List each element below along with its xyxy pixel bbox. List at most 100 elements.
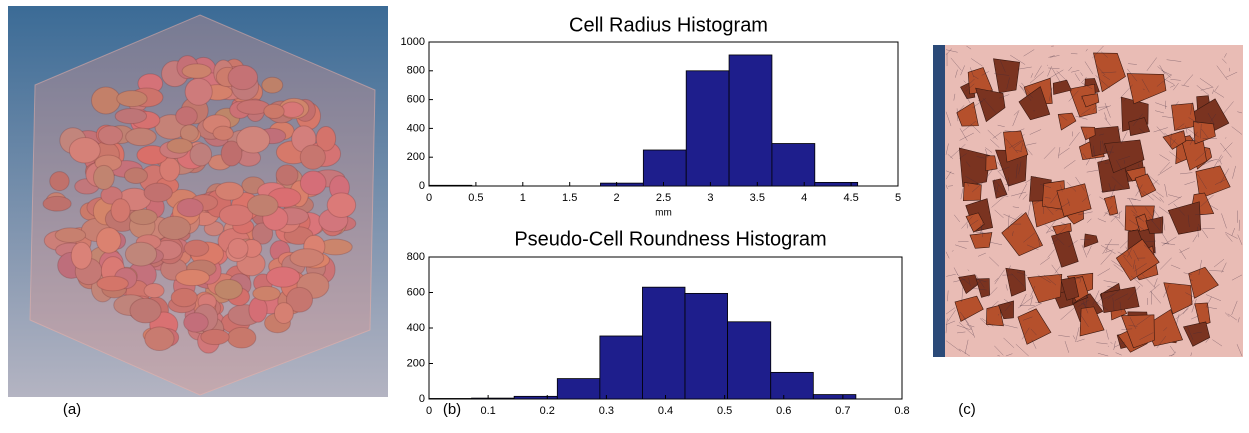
x-tick-label: 0.7 — [835, 405, 850, 417]
x-tick-label: 4 — [801, 192, 807, 204]
bar — [813, 395, 856, 399]
cell — [237, 127, 270, 154]
cell — [91, 87, 120, 114]
x-tick-label: 3.5 — [750, 192, 765, 204]
cell — [300, 145, 325, 169]
cell — [228, 65, 257, 89]
bar — [728, 322, 771, 399]
cell — [184, 240, 208, 256]
cell — [50, 172, 69, 191]
cell — [130, 209, 158, 224]
cell — [264, 104, 284, 118]
x-axis-label: mm — [655, 208, 672, 219]
x-tick-label: 1.5 — [562, 192, 577, 204]
cell — [111, 199, 130, 222]
bar — [772, 144, 815, 186]
cell — [266, 267, 299, 287]
cell — [144, 284, 164, 298]
x-tick-label: 2.5 — [656, 192, 671, 204]
cell — [71, 242, 92, 269]
cell — [98, 126, 122, 145]
x-tick-label: 1 — [520, 192, 526, 204]
chart-title: Cell Radius Histogram — [569, 14, 768, 36]
cell — [290, 249, 324, 267]
bar — [686, 71, 729, 186]
cell — [182, 64, 211, 78]
mesh-edge — [933, 45, 945, 357]
bar — [557, 379, 600, 399]
cell — [228, 239, 248, 259]
bar — [472, 398, 515, 399]
cell — [125, 242, 156, 266]
cell — [300, 171, 326, 195]
cell — [184, 313, 209, 332]
y-tick-label: 400 — [407, 122, 425, 134]
y-tick-label: 600 — [407, 94, 425, 106]
cell — [185, 78, 212, 105]
bar — [600, 183, 643, 186]
y-tick-label: 0 — [419, 180, 425, 192]
cell — [55, 228, 85, 243]
y-tick-label: 1000 — [401, 36, 425, 48]
y-tick-label: 800 — [407, 65, 425, 77]
y-tick-label: 200 — [407, 357, 425, 369]
cell — [276, 165, 298, 185]
cell — [167, 139, 192, 154]
cell — [124, 168, 147, 184]
y-tick-label: 600 — [407, 286, 425, 298]
cell — [145, 327, 174, 351]
cell — [213, 126, 233, 140]
bar — [685, 293, 728, 399]
x-tick-label: 0.5 — [468, 192, 483, 204]
cell — [69, 137, 100, 163]
cell — [247, 195, 278, 217]
x-tick-label: 0.3 — [599, 405, 614, 417]
x-tick-label: 0.2 — [540, 405, 555, 417]
cell — [201, 329, 229, 344]
cell — [171, 288, 197, 306]
bar — [642, 287, 685, 399]
x-tick-label: 0.8 — [894, 405, 909, 417]
y-tick-label: 200 — [407, 151, 425, 163]
cell — [94, 165, 115, 189]
bar — [514, 396, 557, 399]
cell — [190, 143, 212, 166]
cell — [228, 327, 256, 348]
x-tick-label: 5 — [895, 192, 901, 204]
bar — [771, 372, 814, 399]
grain — [1171, 103, 1196, 130]
y-tick-label: 0 — [419, 393, 425, 405]
cell — [117, 91, 147, 107]
bar — [429, 398, 472, 399]
x-tick-label: 0.4 — [658, 405, 673, 417]
x-tick-label: 3 — [707, 192, 713, 204]
bar — [643, 150, 686, 186]
bar — [729, 55, 772, 186]
y-tick-label: 800 — [407, 251, 425, 263]
cell — [176, 269, 210, 285]
bar — [429, 185, 472, 186]
cell — [262, 77, 283, 93]
cell — [327, 193, 355, 218]
panel-label: (c) — [958, 401, 976, 418]
cell — [158, 216, 190, 239]
chart-title: Pseudo-Cell Roundness Histogram — [514, 228, 826, 250]
cell — [144, 183, 172, 202]
cell — [216, 182, 244, 200]
cell — [130, 298, 161, 323]
panel-label: (b) — [443, 401, 461, 418]
y-tick-label: 400 — [407, 322, 425, 334]
cell — [115, 109, 146, 124]
x-tick-label: 2 — [614, 192, 620, 204]
x-tick-label: 4.5 — [843, 192, 858, 204]
x-tick-label: 0.5 — [717, 405, 732, 417]
cell — [43, 196, 71, 211]
panel-label: (a) — [63, 401, 81, 418]
cell — [97, 276, 128, 291]
x-tick-label: 0 — [426, 405, 432, 417]
cell — [253, 286, 280, 301]
cell — [176, 107, 198, 126]
bar — [600, 336, 643, 399]
x-tick-label: 0.6 — [776, 405, 791, 417]
